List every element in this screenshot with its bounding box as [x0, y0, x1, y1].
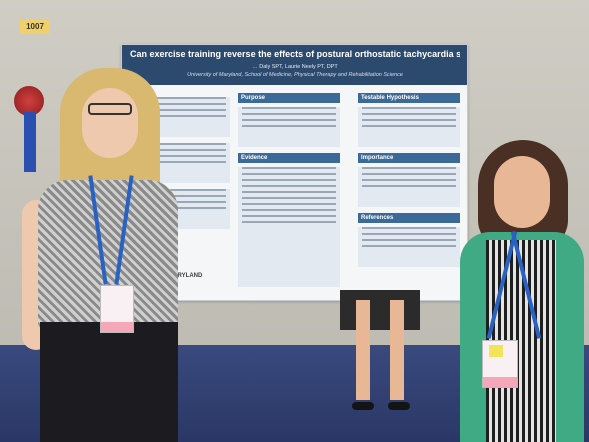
booth-number-sign: 1007: [20, 20, 50, 34]
section-heading-testable-hypothesis: Testable Hypothesis: [358, 93, 460, 103]
section-heading-evidence: Evidence: [238, 153, 340, 163]
section-heading-purpose: Purpose: [238, 93, 340, 103]
poster-header: Can exercise training reverse the effect…: [122, 45, 467, 85]
section-heading-importance: Importance: [358, 153, 460, 163]
left-person-name-badge: [100, 285, 134, 333]
poster-title: Can exercise training reverse the effect…: [130, 49, 460, 59]
poster-column-right: Testable Hypothesis Importance Reference…: [358, 93, 460, 273]
background-person-legs: [340, 290, 420, 410]
badge-stripe: [101, 322, 133, 332]
background-person-leg: [356, 300, 370, 400]
poster-section-body: [358, 227, 460, 267]
badge-stripe: [483, 377, 517, 387]
right-person-name-badge: [482, 340, 518, 388]
background-person-skirt: [340, 290, 420, 330]
poster-section-body: [358, 107, 460, 147]
section-heading-references: References: [358, 213, 460, 223]
left-person-glasses: [88, 103, 132, 115]
poster-section-body: [358, 167, 460, 207]
poster-column-middle: Purpose Evidence: [238, 93, 340, 293]
poster-authors: … Daly SPT, Laurie Neely PT, DPT: [252, 64, 338, 70]
award-ribbon-icon: [14, 86, 44, 116]
background-person-leg: [390, 300, 404, 400]
right-person-face: [494, 156, 550, 228]
award-ribbon-tail: [24, 112, 36, 172]
research-poster: Can exercise training reverse the effect…: [121, 44, 468, 301]
poster-section-body: [238, 107, 340, 147]
poster-section-body: [238, 167, 340, 287]
background-person-shoe: [352, 402, 374, 410]
badge-ribbon-tag: [489, 345, 503, 357]
poster-affiliation: University of Maryland, School of Medici…: [187, 72, 403, 78]
left-person-face: [82, 88, 138, 158]
background-person-shoe: [388, 402, 410, 410]
left-person-pants: [40, 322, 178, 442]
